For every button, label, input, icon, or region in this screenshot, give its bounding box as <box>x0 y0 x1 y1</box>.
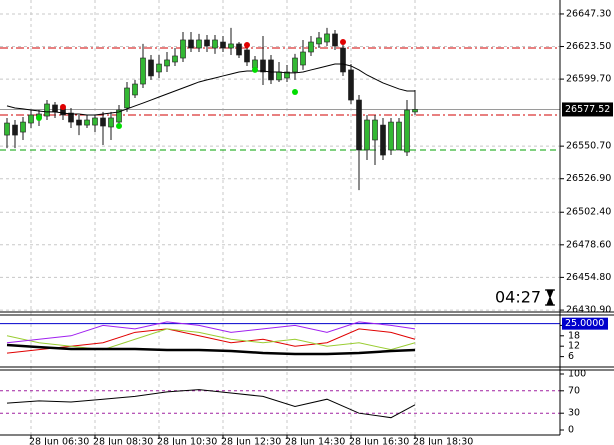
candle-body <box>156 63 162 73</box>
y-tick-label: 26502.40 <box>566 207 611 218</box>
y-tick-label: 0 <box>568 425 574 436</box>
candle-body <box>260 59 266 73</box>
candle-body <box>116 109 122 123</box>
sell-signal <box>244 42 250 49</box>
candle-body <box>20 121 26 133</box>
candle-body <box>84 119 90 126</box>
y-tick-label: 26454.80 <box>566 272 611 283</box>
candle-body <box>300 51 306 66</box>
candle-body <box>108 117 114 128</box>
candle-body <box>380 124 386 156</box>
buy-signal <box>252 66 258 73</box>
last-price-label: 26577.52 <box>565 104 610 115</box>
candle-body <box>4 122 10 136</box>
candle-body <box>132 83 138 96</box>
candle-body <box>332 33 338 47</box>
candle-body <box>68 112 74 123</box>
candle-body <box>228 43 234 49</box>
candle-body <box>396 121 402 151</box>
candle-body <box>180 39 186 59</box>
candle-body <box>164 59 170 67</box>
x-tick-label: 28 Jun 12:30 <box>221 437 281 445</box>
candle-body <box>92 117 98 126</box>
x-tick-label: 28 Jun 16:30 <box>349 437 409 445</box>
candle-body <box>220 41 226 49</box>
y-tick-label: 26647.30 <box>566 8 611 19</box>
indicator-line <box>6 321 416 344</box>
candle-body <box>172 55 178 63</box>
candle-body <box>124 87 130 109</box>
y-tick-label: 6 <box>568 351 574 362</box>
indicator-line <box>6 328 416 351</box>
candle-body <box>388 121 394 151</box>
candle-body <box>412 109 418 113</box>
candle-body <box>308 41 314 53</box>
candle-body <box>140 57 146 85</box>
candle-body <box>188 39 194 49</box>
candle-body <box>204 39 210 47</box>
candle-body <box>44 103 50 117</box>
candle-body <box>100 117 106 127</box>
candle-body <box>52 104 58 113</box>
candle-body <box>276 71 282 81</box>
candle-body <box>76 119 82 126</box>
buy-signal <box>116 123 122 130</box>
candle-body <box>404 109 410 153</box>
indicator-line <box>6 389 416 419</box>
y-tick-label: 26623.50 <box>566 41 611 52</box>
candle-body <box>340 47 346 73</box>
candle-body <box>324 33 330 43</box>
y-tick-label: 100 <box>568 369 586 380</box>
last-price-box <box>562 102 613 117</box>
x-tick-label: 28 Jun 06:30 <box>29 437 89 445</box>
y-tick-label: 12 <box>568 341 580 352</box>
y-tick-label: 26599.70 <box>566 74 611 85</box>
candle-body <box>148 59 154 77</box>
candle-body <box>284 71 290 79</box>
buy-signal <box>292 88 298 95</box>
candle-body <box>28 114 34 124</box>
y-tick-label: 30 <box>568 408 580 419</box>
candle-body <box>364 119 370 151</box>
candle-body <box>372 119 378 141</box>
candle-body <box>348 69 354 101</box>
candle-body <box>292 57 298 73</box>
y-tick-label: 26550.70 <box>566 141 611 152</box>
candle-body <box>356 99 362 151</box>
candle-body <box>252 59 258 69</box>
x-tick-label: 28 Jun 08:30 <box>93 437 153 445</box>
x-tick-label: 28 Jun 14:30 <box>285 437 345 445</box>
candle-body <box>244 49 250 63</box>
hourglass-icon <box>545 289 555 306</box>
x-tick-label: 28 Jun 10:30 <box>157 437 217 445</box>
y-tick-label: 26478.60 <box>566 239 611 250</box>
candle-body <box>12 124 18 136</box>
candle-timer: 04:27 <box>495 288 541 307</box>
level-label: 25.0000 <box>565 318 604 329</box>
candle-body <box>268 59 274 81</box>
x-tick-label: 28 Jun 18:30 <box>413 437 473 445</box>
level-box <box>562 317 608 330</box>
y-tick-label: 26526.90 <box>566 173 611 184</box>
indicator-line <box>6 328 416 354</box>
candle-body <box>196 39 202 49</box>
indicator-line <box>6 343 416 356</box>
candle-body <box>212 39 218 49</box>
moving-average <box>6 63 415 116</box>
sell-signal <box>340 39 346 46</box>
y-tick-label: 26430.90 <box>566 305 611 316</box>
sell-signal <box>60 104 66 111</box>
y-tick-label: 70 <box>568 385 580 396</box>
buy-signal <box>36 114 42 121</box>
candle-body <box>236 43 242 56</box>
y-tick-label: 18 <box>568 330 580 341</box>
candle-body <box>316 37 322 45</box>
